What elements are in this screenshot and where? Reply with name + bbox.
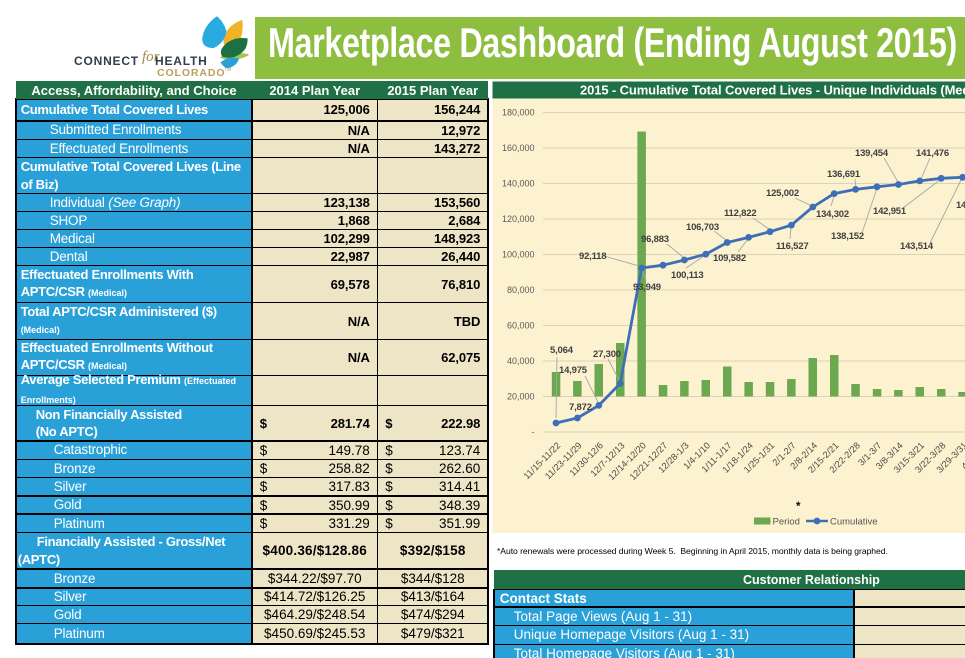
svg-text:7,872: 7,872	[569, 402, 592, 413]
svg-text:100,000: 100,000	[502, 250, 535, 260]
svg-text:160,000: 160,000	[502, 143, 535, 153]
svg-text:112,822: 112,822	[724, 208, 756, 219]
svg-text:109,582: 109,582	[713, 253, 746, 264]
svg-text:100,113: 100,113	[671, 270, 703, 281]
svg-text:-: -	[532, 427, 535, 437]
svg-text:120,000: 120,000	[502, 214, 535, 224]
svg-text:Cumulative: Cumulative	[830, 517, 878, 528]
svg-text:Period: Period	[773, 517, 800, 528]
svg-text:80,000: 80,000	[507, 285, 535, 295]
svg-text:141,476: 141,476	[916, 148, 949, 159]
svg-text:139,454: 139,454	[855, 148, 889, 159]
svg-text:20,000: 20,000	[507, 392, 535, 402]
svg-text:5,064: 5,064	[550, 345, 574, 356]
svg-text:106,703: 106,703	[686, 222, 719, 233]
svg-text:116,527: 116,527	[776, 241, 808, 252]
svg-text:40,000: 40,000	[507, 356, 535, 366]
svg-text:60,000: 60,000	[507, 321, 535, 331]
svg-text:92,118: 92,118	[579, 251, 606, 262]
svg-text:142,951: 142,951	[873, 206, 907, 217]
svg-text:93,949: 93,949	[633, 282, 661, 293]
svg-text:134,302: 134,302	[816, 209, 849, 220]
svg-text:14,975: 14,975	[559, 365, 588, 376]
svg-text:143,514: 143,514	[900, 241, 934, 252]
svg-text:146,521: 146,521	[956, 200, 965, 211]
svg-text:136,691: 136,691	[827, 169, 861, 180]
svg-text:*: *	[796, 501, 801, 513]
svg-text:27,300: 27,300	[593, 349, 621, 360]
svg-text:96,883: 96,883	[641, 234, 669, 245]
svg-text:140,000: 140,000	[502, 179, 535, 189]
svg-text:2015 - Cumulative Total Covere: 2015 - Cumulative Total Covered Lives - …	[580, 83, 965, 98]
svg-text:180,000: 180,000	[502, 108, 535, 118]
svg-text:125,002: 125,002	[766, 188, 799, 199]
svg-text:138,152: 138,152	[831, 231, 864, 242]
